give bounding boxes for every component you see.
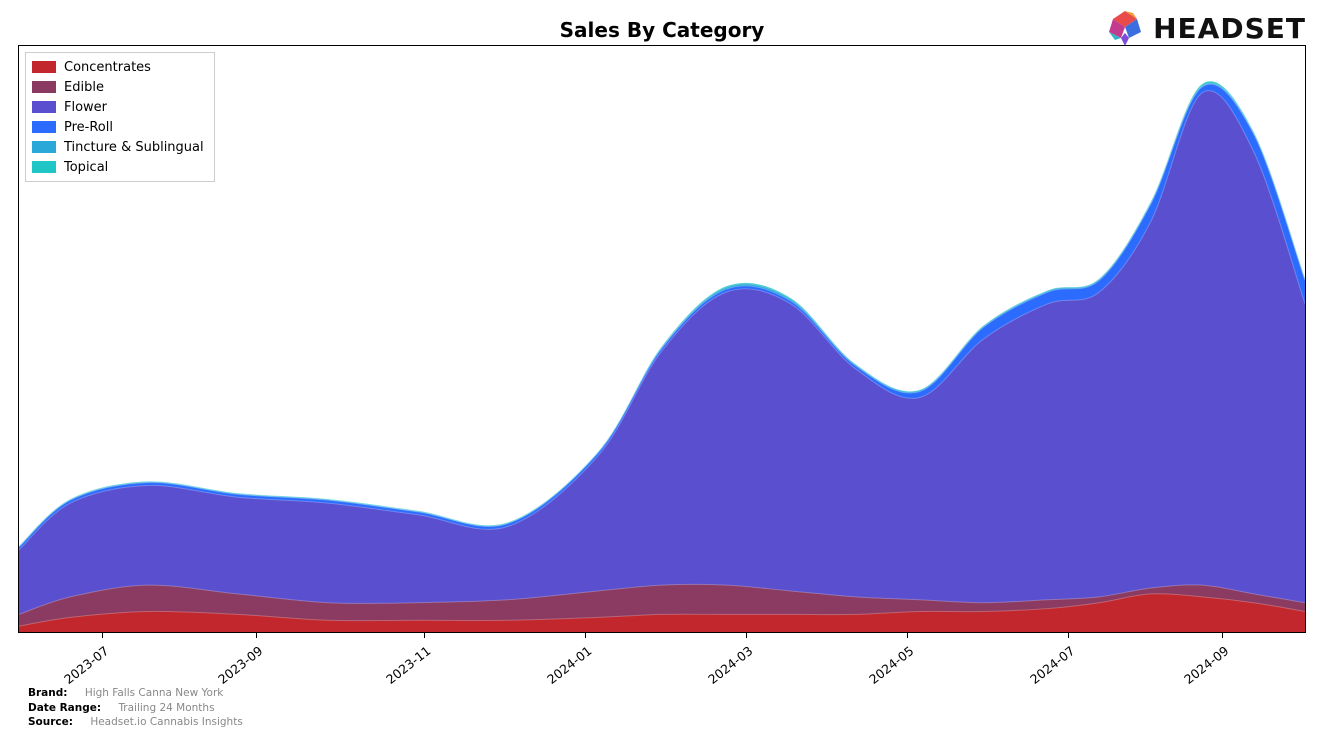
x-tick-label: 2024-09	[1181, 643, 1231, 687]
headset-logo-icon	[1105, 8, 1145, 48]
x-tick-label: 2023-07	[61, 643, 111, 687]
legend-item: Edible	[32, 77, 204, 97]
x-tick-label: 2024-07	[1027, 643, 1077, 687]
footer-range-label: Date Range:	[28, 702, 101, 714]
footer-source-value: Headset.io Cannabis Insights	[90, 716, 242, 728]
x-tick-mark	[746, 633, 747, 638]
chart-plot-area: Concentrates Edible Flower Pre-Roll Tincture…	[18, 45, 1306, 633]
chart-title: Sales By Category	[560, 18, 765, 42]
x-tick-label: 2023-11	[383, 643, 433, 687]
chart-footer: Brand: High Falls Canna New York Date Ra…	[28, 686, 243, 729]
footer-range-row: Date Range: Trailing 24 Months	[28, 701, 243, 715]
legend-item: Topical	[32, 157, 204, 177]
x-tick-mark	[585, 633, 586, 638]
legend-swatch	[32, 61, 56, 73]
x-tick-label: 2024-05	[866, 643, 916, 687]
legend-label: Edible	[64, 80, 104, 95]
legend-item: Tincture & Sublingual	[32, 137, 204, 157]
x-tick-mark	[424, 633, 425, 638]
legend-item: Concentrates	[32, 57, 204, 77]
x-tick-mark	[256, 633, 257, 638]
footer-source-row: Source: Headset.io Cannabis Insights	[28, 715, 243, 729]
legend: Concentrates Edible Flower Pre-Roll Tincture…	[25, 52, 215, 182]
legend-label: Topical	[64, 160, 108, 175]
legend-label: Flower	[64, 100, 107, 115]
x-tick-label: 2024-01	[544, 643, 594, 687]
legend-swatch	[32, 161, 56, 173]
legend-label: Concentrates	[64, 60, 151, 75]
x-axis-ticks: 2023-07 2023-09 2023-11 2024-01 2024-03 2024-…	[18, 633, 1306, 693]
legend-swatch	[32, 121, 56, 133]
x-tick-label: 2023-09	[215, 643, 265, 687]
legend-label: Tincture & Sublingual	[64, 140, 204, 155]
legend-item: Pre-Roll	[32, 117, 204, 137]
footer-source-label: Source:	[28, 716, 73, 728]
legend-swatch	[32, 101, 56, 113]
footer-brand-value: High Falls Canna New York	[85, 687, 224, 699]
brand-logo-text: HEADSET	[1153, 12, 1306, 45]
footer-range-value: Trailing 24 Months	[118, 702, 214, 714]
legend-swatch	[32, 81, 56, 93]
x-tick-mark	[1068, 633, 1069, 638]
x-tick-mark	[102, 633, 103, 638]
footer-brand-label: Brand:	[28, 687, 67, 699]
footer-brand-row: Brand: High Falls Canna New York	[28, 686, 243, 700]
x-tick-mark	[1222, 633, 1223, 638]
legend-item: Flower	[32, 97, 204, 117]
legend-swatch	[32, 141, 56, 153]
x-tick-label: 2024-03	[705, 643, 755, 687]
legend-label: Pre-Roll	[64, 120, 113, 135]
brand-logo: HEADSET	[1105, 8, 1306, 48]
x-tick-mark	[907, 633, 908, 638]
